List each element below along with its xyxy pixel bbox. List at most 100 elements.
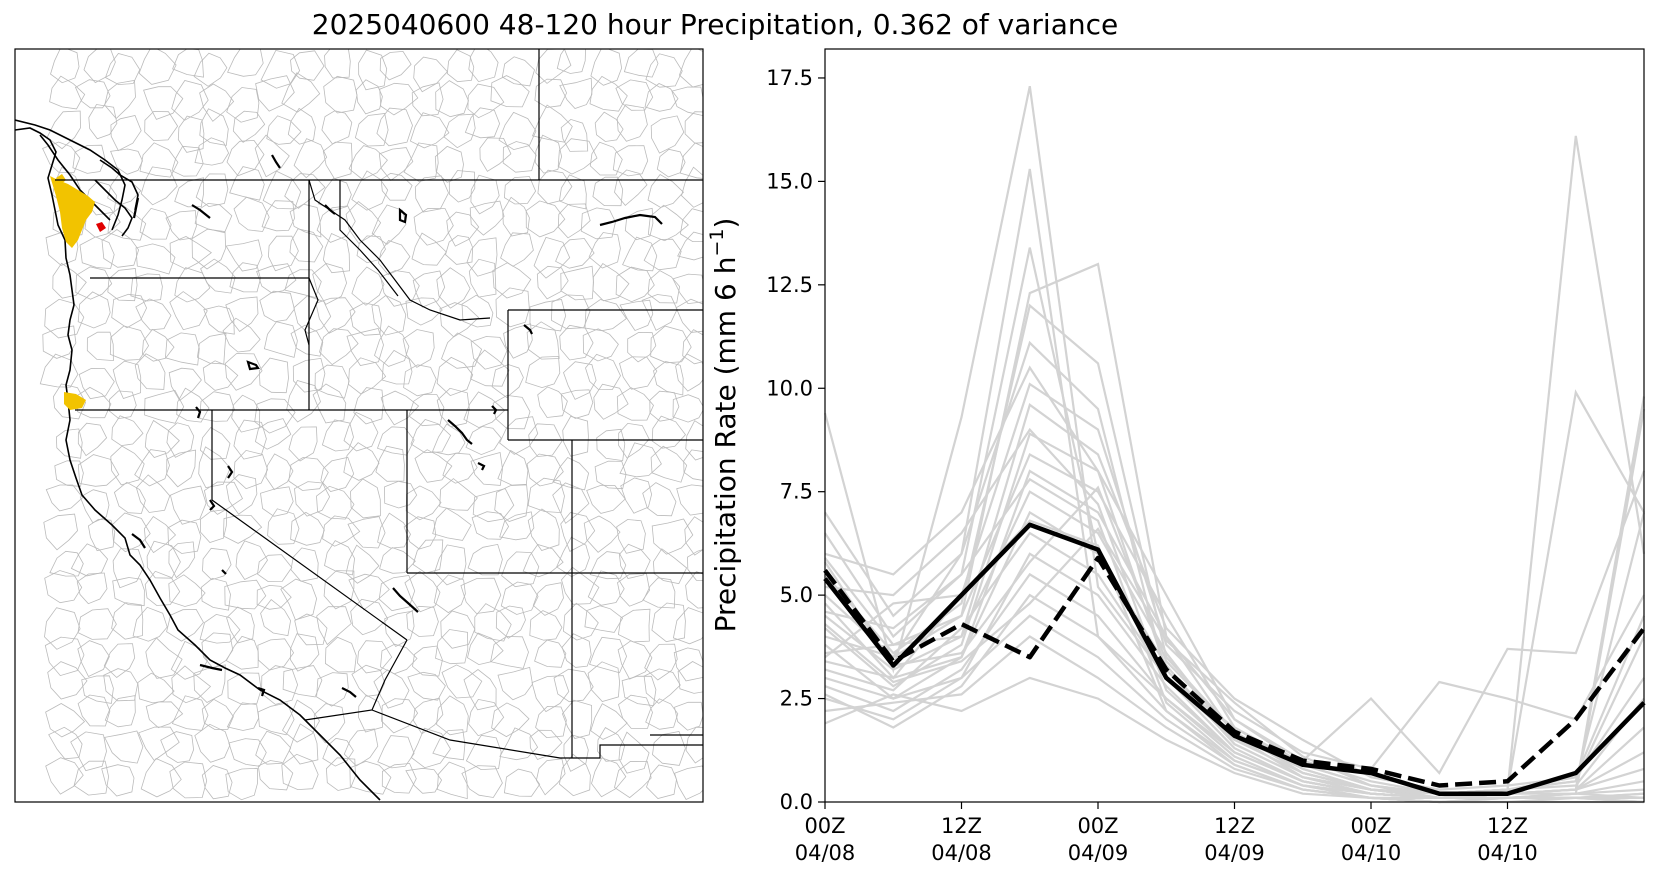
basin-outline bbox=[44, 298, 85, 339]
basin-outline bbox=[463, 668, 497, 711]
basin-outline bbox=[104, 730, 144, 764]
basin-outline bbox=[144, 111, 179, 142]
basin-outline bbox=[343, 411, 379, 452]
basin-outline bbox=[405, 485, 442, 521]
basin-outline bbox=[495, 287, 530, 328]
sound-shore bbox=[99, 159, 139, 211]
basin-outline bbox=[535, 49, 572, 84]
basin-outline bbox=[685, 571, 703, 609]
basin-outline bbox=[257, 760, 294, 791]
basin-outline bbox=[191, 228, 227, 270]
basin-outline bbox=[534, 134, 563, 174]
y-tick-label: 17.5 bbox=[766, 66, 813, 90]
basin-outline bbox=[347, 516, 386, 549]
basin-outline bbox=[293, 295, 332, 334]
basin-outline bbox=[287, 107, 316, 145]
basin-outline bbox=[642, 577, 676, 609]
basin-outline bbox=[45, 757, 84, 795]
basin-outline bbox=[107, 204, 147, 241]
basin-outline bbox=[172, 49, 204, 78]
basin-outline bbox=[381, 349, 413, 385]
basin-outline bbox=[348, 145, 388, 180]
basin-outline bbox=[553, 668, 594, 703]
basin-outline bbox=[441, 664, 483, 699]
x-tick-label: 12Z 04/09 bbox=[1204, 814, 1265, 865]
basin-outline bbox=[529, 299, 567, 332]
basin-outline bbox=[290, 511, 325, 546]
basin-outline bbox=[555, 238, 595, 269]
dashed-series-line bbox=[823, 555, 1646, 788]
basin-outline bbox=[290, 547, 319, 582]
basin-outline bbox=[259, 290, 295, 323]
basin-outline bbox=[358, 694, 383, 733]
basin-outline bbox=[349, 760, 392, 795]
basin-outline bbox=[378, 575, 416, 612]
basin-outline bbox=[110, 148, 143, 175]
basin-outline bbox=[560, 118, 589, 152]
basin-outline bbox=[42, 325, 77, 359]
basin-outline bbox=[646, 764, 677, 799]
basin-outline bbox=[403, 142, 439, 182]
basin-outline bbox=[167, 519, 202, 554]
basin-outline bbox=[39, 353, 79, 388]
basin-outline bbox=[435, 629, 469, 665]
basin-outline bbox=[446, 49, 475, 83]
basin-outline bbox=[281, 72, 321, 113]
basin-outline bbox=[651, 518, 694, 555]
basin-outline bbox=[70, 731, 107, 772]
basin-outline bbox=[164, 332, 200, 366]
basin-outline bbox=[434, 145, 464, 183]
basin-outline bbox=[231, 394, 261, 433]
basin-outline bbox=[432, 729, 466, 761]
basin-outline bbox=[112, 548, 145, 589]
basin-outline bbox=[644, 83, 679, 112]
basin-outline bbox=[622, 236, 658, 272]
basin-outline bbox=[529, 729, 563, 760]
basin-outline bbox=[380, 390, 420, 426]
basin-outline bbox=[614, 169, 648, 206]
basin-outline bbox=[441, 332, 483, 369]
basin-outline bbox=[537, 169, 573, 205]
basin-outline bbox=[255, 730, 292, 765]
basin-outline bbox=[132, 606, 168, 642]
basin-outline bbox=[671, 86, 703, 117]
basin-outline bbox=[461, 765, 503, 798]
basin-outline bbox=[199, 83, 235, 122]
basin-outline bbox=[77, 640, 110, 678]
basin-outline bbox=[643, 238, 682, 271]
basin-outline bbox=[288, 456, 329, 491]
basin-outline bbox=[474, 603, 512, 642]
basin-outline bbox=[202, 360, 239, 391]
basin-outline bbox=[561, 699, 593, 739]
basin-outline bbox=[316, 485, 355, 520]
basin-outline bbox=[324, 636, 357, 673]
basin-outline bbox=[107, 268, 138, 302]
basin-outline bbox=[531, 104, 573, 143]
basin-outline bbox=[439, 478, 478, 511]
basin-outline bbox=[561, 566, 600, 605]
basin-outline bbox=[684, 516, 703, 556]
basin-outline bbox=[225, 239, 263, 272]
basin-outline bbox=[73, 760, 110, 796]
basin-outline bbox=[380, 270, 420, 307]
basin-outline bbox=[77, 454, 120, 487]
basin-outline bbox=[414, 449, 453, 483]
basin-outline bbox=[233, 449, 269, 490]
basin-outline bbox=[497, 666, 533, 701]
basin-outline bbox=[413, 697, 444, 735]
highlight-basin-red bbox=[96, 222, 106, 232]
basin-outline bbox=[75, 266, 113, 300]
basin-outline bbox=[316, 606, 352, 646]
basin-outline bbox=[470, 174, 500, 215]
basin-outline bbox=[470, 336, 508, 370]
ensemble-member-line-1 bbox=[823, 85, 1646, 800]
basin-outline bbox=[171, 80, 209, 121]
basin-outline bbox=[198, 446, 231, 489]
basin-outline bbox=[653, 360, 684, 396]
basin-outline bbox=[436, 695, 469, 736]
basin-outline bbox=[501, 56, 535, 87]
basin-outline bbox=[261, 200, 295, 232]
basin-outline bbox=[72, 144, 106, 174]
basin-outline bbox=[647, 204, 689, 242]
basin-outline bbox=[144, 419, 180, 458]
